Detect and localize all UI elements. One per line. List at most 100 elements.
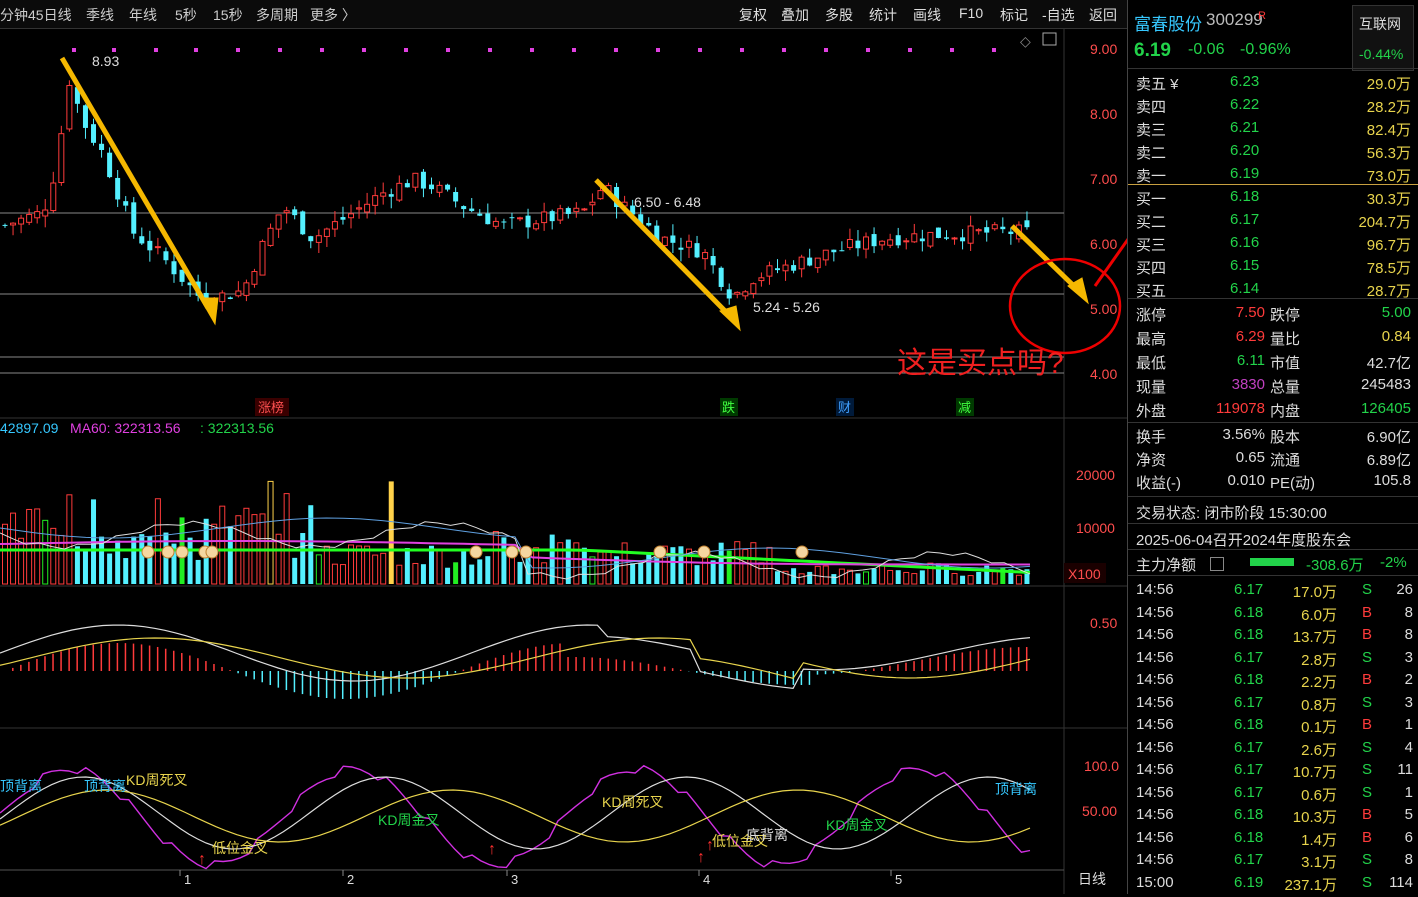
tab-year[interactable]: 年线 — [129, 5, 157, 25]
tab-5s[interactable]: 5秒 — [175, 5, 197, 25]
x-tick: 1 — [184, 872, 191, 887]
macd-bar — [28, 662, 30, 671]
bid-row[interactable]: 买五 6.14 28.7万 — [1128, 278, 1418, 300]
tick-row: 14:56 6.18 2.2万 B 2 — [1128, 669, 1418, 691]
macd-bar — [825, 671, 827, 674]
macd-bar — [382, 671, 384, 695]
candle — [823, 250, 828, 260]
tick-row: 14:56 6.17 10.7万 S 11 — [1128, 759, 1418, 781]
bid-row[interactable]: 买四 6.15 78.5万 — [1128, 255, 1418, 277]
bulb-icon — [176, 546, 188, 558]
candle — [365, 204, 370, 212]
tick-count: 2 — [1405, 671, 1413, 688]
tick-count: 1 — [1405, 784, 1413, 801]
stat-label: 现量 — [1136, 376, 1166, 397]
diamond-icon[interactable]: ◇ — [1020, 33, 1031, 49]
bid-row[interactable]: 买一 6.18 30.3万 — [1128, 186, 1418, 208]
bid-price: 6.15 — [1230, 257, 1259, 274]
back-button[interactable]: 返回 — [1089, 5, 1117, 25]
f10-button[interactable]: F10 — [959, 5, 983, 21]
window-icon[interactable] — [1043, 33, 1056, 45]
tick-volume: 3.1万 — [1301, 851, 1337, 872]
candle — [268, 228, 273, 245]
candle — [839, 250, 844, 251]
macd-bar — [20, 665, 22, 671]
tick-side: B — [1362, 716, 1372, 733]
candle — [11, 223, 16, 225]
macd-bar — [463, 670, 465, 671]
tab-quarter[interactable]: 季线 — [86, 5, 114, 25]
candle — [735, 292, 740, 294]
volume-bar — [373, 555, 378, 584]
tick-count: 8 — [1405, 626, 1413, 643]
candle — [888, 240, 893, 245]
bid-row[interactable]: 买三 6.16 96.7万 — [1128, 232, 1418, 254]
volume-bar — [493, 531, 498, 584]
stat-value: 105.8 — [1373, 472, 1411, 489]
candle — [373, 196, 378, 206]
tick-side: S — [1362, 851, 1372, 868]
remove-watchlist-button[interactable]: -自选 — [1042, 5, 1075, 25]
volume-bar — [324, 546, 329, 584]
ask-row[interactable]: 卖三 6.21 82.4万 — [1128, 117, 1418, 139]
stats-button[interactable]: 统计 — [869, 5, 897, 25]
ask-label: 卖五 ¥ — [1136, 73, 1179, 94]
macd-bar — [1018, 647, 1020, 671]
draw-line-button[interactable]: 画线 — [913, 5, 941, 25]
tick-time: 14:56 — [1136, 626, 1174, 643]
candle — [646, 223, 651, 226]
kdj-label: KD周死叉 — [126, 772, 187, 788]
chart-area[interactable]: 9.00 8.00 7.00 6.00 5.00 4.00 8.93 6.50 … — [0, 28, 1127, 894]
macd-bar — [503, 655, 505, 671]
volume-bar — [131, 537, 136, 584]
range-label-2: 5.24 - 5.26 — [753, 299, 820, 315]
tick-price: 6.18 — [1234, 626, 1263, 643]
tick-price: 6.17 — [1234, 851, 1263, 868]
adjust-button[interactable]: 复权 — [739, 5, 767, 25]
volume-bar — [389, 481, 394, 584]
signal-dot — [992, 48, 996, 52]
signal-dot — [194, 48, 198, 52]
volume-bar — [727, 551, 732, 584]
macd-bar — [583, 657, 585, 671]
tab-45day[interactable]: 45日线 — [28, 5, 72, 25]
signal-dot — [72, 48, 76, 52]
bid-volume: 78.5万 — [1367, 257, 1411, 278]
ask-row[interactable]: 卖一 6.19 73.0万 — [1128, 163, 1418, 185]
x-tick: 3 — [511, 872, 518, 887]
candle — [743, 292, 748, 296]
volume-bar — [799, 574, 804, 584]
candle — [340, 217, 345, 220]
tick-side: B — [1362, 806, 1372, 823]
tick-time: 14:56 — [1136, 694, 1174, 711]
mark-button[interactable]: 标记 — [1000, 5, 1028, 25]
multi-stock-button[interactable]: 多股 — [825, 5, 853, 25]
price-change: -0.06 — [1188, 41, 1224, 59]
ask-row[interactable]: 卖二 6.20 56.3万 — [1128, 140, 1418, 162]
ask-row[interactable]: 卖五 ¥ 6.23 29.0万 — [1128, 71, 1418, 93]
macd-bar — [109, 643, 111, 671]
tab-15s[interactable]: 15秒 — [213, 5, 243, 25]
more-menu[interactable]: 更多 〉 — [310, 5, 356, 25]
period-label[interactable]: 日线 — [1078, 871, 1106, 887]
tick-volume: 2.6万 — [1301, 739, 1337, 760]
candle — [928, 232, 933, 246]
macd-bar — [84, 646, 86, 671]
overlay-button[interactable]: 叠加 — [781, 5, 809, 25]
bid-row[interactable]: 买二 6.17 204.7万 — [1128, 209, 1418, 231]
tab-minute[interactable]: 分钟 — [0, 5, 28, 25]
stat-value: 6.89亿 — [1367, 449, 1411, 470]
svg-text:↑: ↑ — [198, 851, 206, 868]
question-annotation: 这是买点吗? — [897, 347, 1064, 380]
tab-multi-period[interactable]: 多周期 — [256, 5, 298, 25]
tick-row: 15:00 6.19 237.1万 S 114 — [1128, 872, 1418, 894]
bid-price: 6.14 — [1230, 280, 1259, 297]
volume-bar — [807, 572, 812, 584]
volume-bar — [397, 565, 402, 584]
macd-bar — [1026, 647, 1028, 671]
tick-row: 14:56 6.18 10.3万 B 5 — [1128, 804, 1418, 826]
candle — [783, 265, 788, 271]
flow-table-icon[interactable] — [1210, 557, 1224, 571]
ask-row[interactable]: 卖四 6.22 28.2万 — [1128, 94, 1418, 116]
tick-side: S — [1362, 784, 1372, 801]
